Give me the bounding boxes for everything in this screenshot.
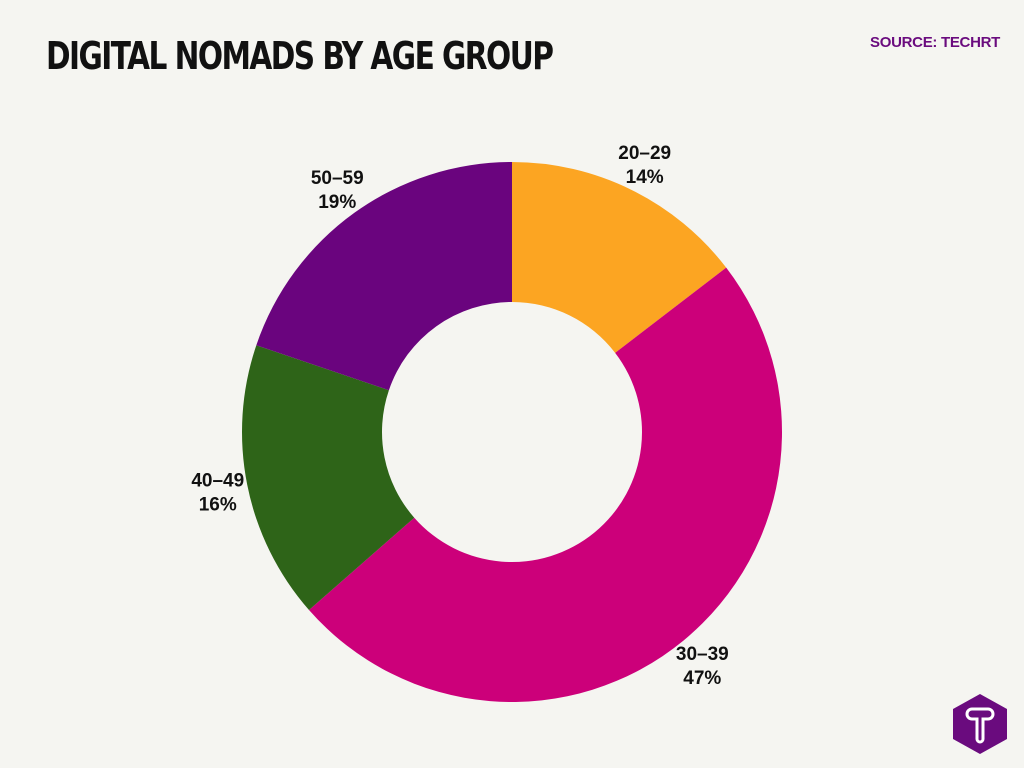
slice-percent-label: 16% (199, 495, 237, 516)
donut-slice-20–29 (512, 162, 727, 353)
slice-category-label: 30–39 (676, 644, 729, 665)
donut-slice-30–39 (309, 267, 782, 702)
slice-percent-label: 19% (318, 192, 356, 213)
chart-title: DIGITAL NOMADS BY AGE GROUP (46, 34, 554, 78)
techrt-logo-icon (953, 694, 1007, 754)
slice-category-label: 50–59 (311, 168, 364, 189)
source-label: SOURCE: TECHRT (870, 34, 1000, 51)
slice-percent-label: 14% (626, 167, 664, 188)
slice-percent-label: 47% (683, 668, 721, 689)
donut-slice-40–49 (241, 345, 415, 611)
donut-slice-50–59 (256, 162, 512, 391)
slice-category-label: 40–49 (191, 471, 244, 492)
slice-category-label: 20–29 (618, 143, 671, 164)
